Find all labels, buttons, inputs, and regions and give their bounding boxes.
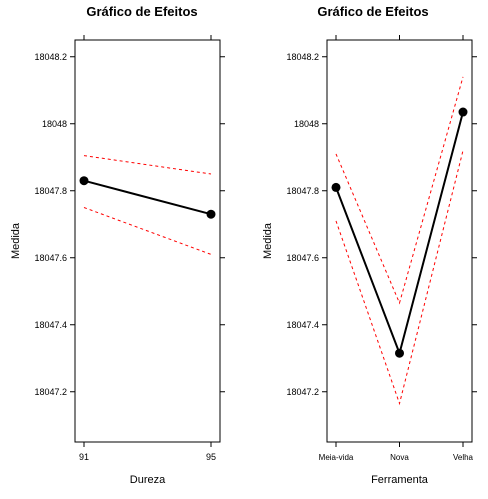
series-line-mean — [83, 179, 212, 216]
y-tick-label: 18048.2 — [34, 52, 67, 62]
effects-panel-2: Gráfico de Efeitos 18047.2 18047.4 18047.6 1… — [262, 4, 477, 486]
y-tick-label: 18048.2 — [286, 52, 319, 62]
x-tick-label: 95 — [206, 452, 216, 462]
y-tick-label: 18047.8 — [286, 186, 319, 196]
data-point — [395, 348, 404, 358]
x-axis-label: Ferramenta — [371, 474, 429, 486]
y-tick-label: 18047.6 — [34, 253, 67, 263]
series-line-lower — [335, 150, 464, 406]
chart-title: Gráfico de Efeitos — [317, 4, 428, 19]
y-tick-label: 18047.4 — [286, 320, 319, 330]
x-axis-label: Dureza — [130, 474, 166, 486]
chart-title: Gráfico de Efeitos — [86, 4, 197, 19]
y-tick-label: 18047.4 — [34, 320, 67, 330]
data-point — [458, 107, 468, 117]
series-line-upper — [83, 155, 212, 175]
x-tick-label: Meia-vida — [319, 453, 354, 462]
plot-frame — [326, 39, 473, 443]
y-tick-label: 18047.6 — [286, 253, 319, 263]
x-tick-label: Nova — [390, 453, 409, 462]
y-tick-label: 18048 — [42, 119, 67, 129]
series-line-lower — [83, 207, 212, 255]
data-point — [79, 176, 89, 186]
y-axis-label: Medida — [262, 222, 274, 259]
y-tick-label: 18047.2 — [286, 387, 319, 397]
x-tick-label: 91 — [79, 452, 89, 462]
effects-panel-1: Gráfico de Efeitos 18047.2 18047.4 18047.6 1… — [10, 4, 225, 486]
series-line-mean — [335, 111, 464, 357]
y-tick-label: 18047.8 — [34, 186, 67, 196]
y-tick-label: 18047.2 — [34, 387, 67, 397]
data-point — [206, 209, 216, 219]
data-point — [331, 182, 341, 192]
y-axis-label: Medida — [10, 222, 22, 259]
series-line-upper — [335, 76, 464, 305]
y-tick-label: 18048 — [294, 119, 319, 129]
x-tick-label: Velha — [453, 453, 474, 462]
plot-frame — [74, 39, 221, 443]
